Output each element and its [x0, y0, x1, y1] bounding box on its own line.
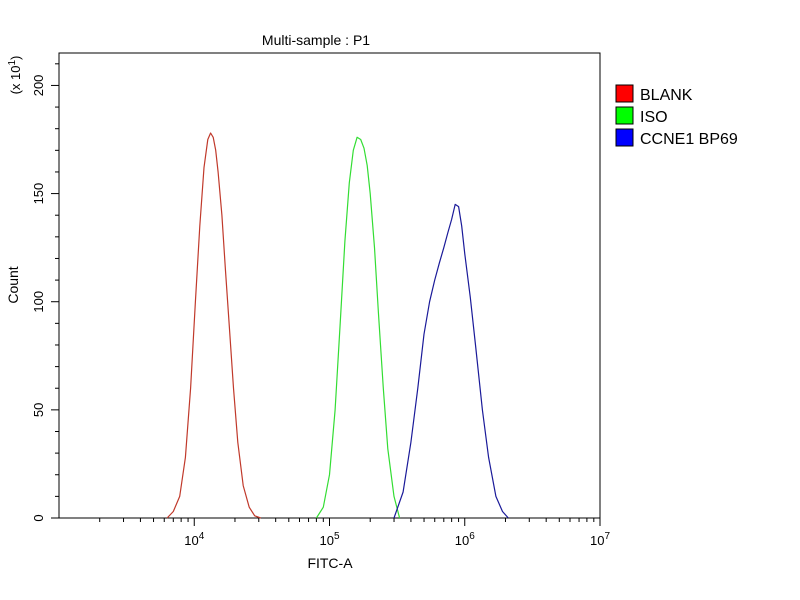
x-axis: 104 105 106 107	[99, 518, 610, 548]
series-line-ccne1-bp69	[393, 203, 509, 519]
chart-title: Multi-sample : P1	[262, 32, 370, 48]
y-tick-label: 100	[31, 291, 46, 313]
plot-frame	[58, 52, 601, 519]
x-axis-label: FITC-A	[307, 555, 353, 571]
x-tick-label: 104	[184, 531, 204, 548]
legend-label: ISO	[640, 109, 668, 126]
x-tick-label: 107	[590, 531, 610, 548]
y-axis-multiplier: (x 101)	[7, 56, 23, 95]
y-axis-label: Count	[5, 266, 21, 303]
legend-label: CCNE1 BP69	[640, 131, 738, 148]
series-layer	[166, 132, 509, 519]
y-axis: 0 50 100 150 200	[31, 63, 59, 522]
series-line-blank	[166, 132, 261, 519]
x-tick-label: 105	[319, 531, 339, 548]
y-tick-label: 200	[31, 75, 46, 97]
y-tick-label: 150	[31, 183, 46, 205]
x-tick-label: 106	[455, 531, 475, 548]
y-tick-label: 0	[31, 514, 46, 521]
series-line-iso	[315, 136, 401, 519]
legend-swatch	[615, 106, 634, 125]
y-tick-label: 50	[31, 403, 46, 417]
legend-swatch	[615, 128, 634, 147]
legend: BLANK ISO CCNE1 BP69	[615, 84, 738, 148]
legend-label: BLANK	[640, 87, 693, 104]
legend-swatch	[615, 84, 634, 103]
